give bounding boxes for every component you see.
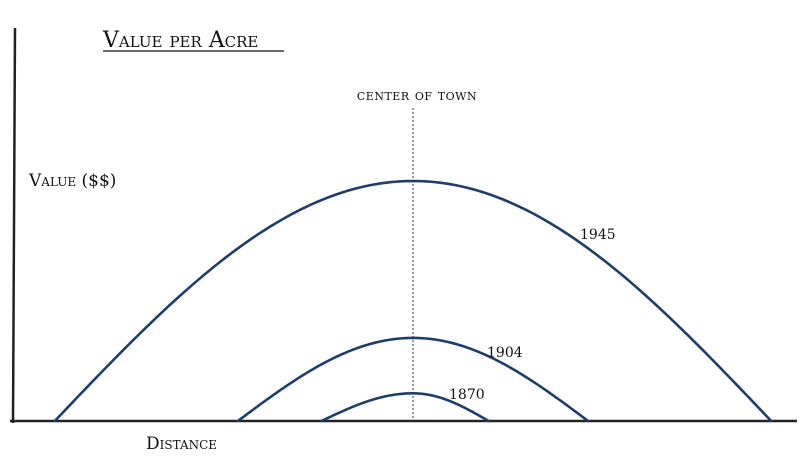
y-axis-label: Value ($$) [28,171,116,191]
chart-title: Value per Acre [102,28,258,53]
x-axis-label: Distance [146,434,217,454]
series-label-1945: 1945 [580,227,616,243]
series-label-1904: 1904 [487,345,523,361]
series-curves [53,179,773,423]
center-of-town-label: center of town [357,86,477,104]
series-label-1870: 1870 [449,387,485,403]
series-line-1945 [53,179,773,423]
series-line-1904 [236,336,590,423]
y-axis [11,27,17,424]
series-line-1870 [320,392,490,423]
